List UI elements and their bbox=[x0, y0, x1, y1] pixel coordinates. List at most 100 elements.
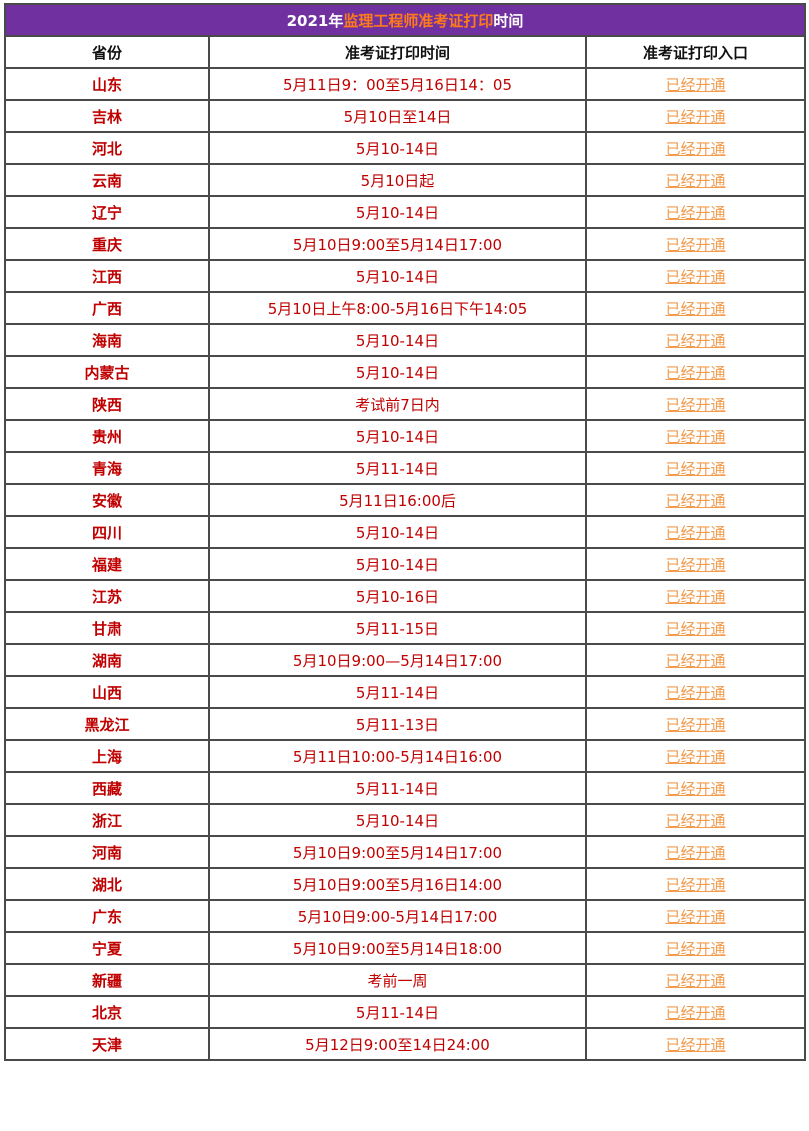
table-row: 甘肃 5月11-15日 已经开通 bbox=[4, 611, 806, 645]
table-row: 广西 5月10日上午8:00-5月16日下午14:05 已经开通 bbox=[4, 291, 806, 325]
table-row: 内蒙古 5月10-14日 已经开通 bbox=[4, 355, 806, 389]
print-time-cell: 5月10-14日 bbox=[208, 419, 587, 453]
province-cell: 陕西 bbox=[4, 387, 210, 421]
print-entry-link[interactable]: 已经开通 bbox=[665, 139, 726, 158]
province-cell: 西藏 bbox=[4, 771, 210, 805]
print-entry-link[interactable]: 已经开通 bbox=[665, 427, 726, 446]
print-entry-link[interactable]: 已经开通 bbox=[665, 907, 726, 926]
print-entry-link[interactable]: 已经开通 bbox=[665, 875, 726, 894]
print-entry-link[interactable]: 已经开通 bbox=[665, 171, 726, 190]
print-time-cell: 5月10-14日 bbox=[208, 259, 587, 293]
province-cell: 甘肃 bbox=[4, 611, 210, 645]
print-entry-link[interactable]: 已经开通 bbox=[665, 267, 726, 286]
province-cell: 吉林 bbox=[4, 99, 210, 133]
print-time-cell: 5月10日9:00—5月14日17:00 bbox=[208, 643, 587, 677]
province-cell: 安徽 bbox=[4, 483, 210, 517]
print-time-cell: 5月10-14日 bbox=[208, 803, 587, 837]
print-entry-link[interactable]: 已经开通 bbox=[665, 75, 726, 94]
province-cell: 北京 bbox=[4, 995, 210, 1029]
print-time-cell: 5月11日10:00-5月14日16:00 bbox=[208, 739, 587, 773]
province-cell: 云南 bbox=[4, 163, 210, 197]
table-row: 江苏 5月10-16日 已经开通 bbox=[4, 579, 806, 613]
entry-cell: 已经开通 bbox=[585, 835, 806, 869]
print-entry-link[interactable]: 已经开通 bbox=[665, 683, 726, 702]
table-row: 山东 5月11日9：00至5月16日14：05 已经开通 bbox=[4, 67, 806, 101]
table-row: 吉林 5月10日至14日 已经开通 bbox=[4, 99, 806, 133]
entry-cell: 已经开通 bbox=[585, 163, 806, 197]
province-cell: 广西 bbox=[4, 291, 210, 325]
entry-cell: 已经开通 bbox=[585, 707, 806, 741]
print-time-cell: 考试前7日内 bbox=[208, 387, 587, 421]
print-entry-link[interactable]: 已经开通 bbox=[665, 235, 726, 254]
print-time-cell: 5月10-14日 bbox=[208, 195, 587, 229]
province-cell: 河北 bbox=[4, 131, 210, 165]
province-cell: 江西 bbox=[4, 259, 210, 293]
print-entry-link[interactable]: 已经开通 bbox=[665, 203, 726, 222]
entry-cell: 已经开通 bbox=[585, 259, 806, 293]
province-cell: 山东 bbox=[4, 67, 210, 101]
print-entry-link[interactable]: 已经开通 bbox=[665, 747, 726, 766]
header-print-entry: 准考证打印入口 bbox=[585, 35, 806, 69]
print-entry-link[interactable]: 已经开通 bbox=[665, 331, 726, 350]
print-entry-link[interactable]: 已经开通 bbox=[665, 779, 726, 798]
print-entry-link[interactable]: 已经开通 bbox=[665, 363, 726, 382]
header-province: 省份 bbox=[4, 35, 210, 69]
table-row: 宁夏 5月10日9:00至5月14日18:00 已经开通 bbox=[4, 931, 806, 965]
province-cell: 河南 bbox=[4, 835, 210, 869]
table-row: 湖南 5月10日9:00—5月14日17:00 已经开通 bbox=[4, 643, 806, 677]
print-time-cell: 5月11-14日 bbox=[208, 451, 587, 485]
title-highlight: 监理工程师准考证打印 bbox=[343, 11, 494, 30]
province-cell: 四川 bbox=[4, 515, 210, 549]
print-entry-link[interactable]: 已经开通 bbox=[665, 459, 726, 478]
province-cell: 湖南 bbox=[4, 643, 210, 677]
province-cell: 浙江 bbox=[4, 803, 210, 837]
province-cell: 天津 bbox=[4, 1027, 210, 1061]
province-cell: 重庆 bbox=[4, 227, 210, 261]
entry-cell: 已经开通 bbox=[585, 419, 806, 453]
table-row: 云南 5月10日起 已经开通 bbox=[4, 163, 806, 197]
print-entry-link[interactable]: 已经开通 bbox=[665, 715, 726, 734]
province-cell: 宁夏 bbox=[4, 931, 210, 965]
province-cell: 福建 bbox=[4, 547, 210, 581]
print-entry-link[interactable]: 已经开通 bbox=[665, 491, 726, 510]
table-row: 贵州 5月10-14日 已经开通 bbox=[4, 419, 806, 453]
print-entry-link[interactable]: 已经开通 bbox=[665, 555, 726, 574]
province-cell: 海南 bbox=[4, 323, 210, 357]
print-entry-link[interactable]: 已经开通 bbox=[665, 651, 726, 670]
entry-cell: 已经开通 bbox=[585, 67, 806, 101]
entry-cell: 已经开通 bbox=[585, 323, 806, 357]
print-time-cell: 5月10-16日 bbox=[208, 579, 587, 613]
print-time-cell: 5月10日9:00-5月14日17:00 bbox=[208, 899, 587, 933]
print-time-cell: 5月11-13日 bbox=[208, 707, 587, 741]
print-time-cell: 5月10-14日 bbox=[208, 515, 587, 549]
table-row: 辽宁 5月10-14日 已经开通 bbox=[4, 195, 806, 229]
print-entry-link[interactable]: 已经开通 bbox=[665, 395, 726, 414]
print-time-cell: 5月10日9:00至5月14日17:00 bbox=[208, 227, 587, 261]
print-entry-link[interactable]: 已经开通 bbox=[665, 843, 726, 862]
print-entry-link[interactable]: 已经开通 bbox=[665, 971, 726, 990]
print-time-cell: 5月10日至14日 bbox=[208, 99, 587, 133]
table-row: 福建 5月10-14日 已经开通 bbox=[4, 547, 806, 581]
entry-cell: 已经开通 bbox=[585, 899, 806, 933]
entry-cell: 已经开通 bbox=[585, 963, 806, 997]
print-entry-link[interactable]: 已经开通 bbox=[665, 1035, 726, 1054]
admission-ticket-table: 2021年监理工程师准考证打印时间 省份 准考证打印时间 准考证打印入口 山东 … bbox=[4, 3, 806, 1061]
table-row: 北京 5月11-14日 已经开通 bbox=[4, 995, 806, 1029]
print-entry-link[interactable]: 已经开通 bbox=[665, 587, 726, 606]
table-title: 2021年监理工程师准考证打印时间 bbox=[4, 3, 806, 37]
table-row: 海南 5月10-14日 已经开通 bbox=[4, 323, 806, 357]
province-cell: 湖北 bbox=[4, 867, 210, 901]
entry-cell: 已经开通 bbox=[585, 483, 806, 517]
title-suffix: 时间 bbox=[493, 11, 524, 30]
print-entry-link[interactable]: 已经开通 bbox=[665, 811, 726, 830]
print-entry-link[interactable]: 已经开通 bbox=[665, 107, 726, 126]
print-entry-link[interactable]: 已经开通 bbox=[665, 619, 726, 638]
print-time-cell: 5月12日9:00至14日24:00 bbox=[208, 1027, 587, 1061]
print-entry-link[interactable]: 已经开通 bbox=[665, 939, 726, 958]
print-time-cell: 5月10-14日 bbox=[208, 355, 587, 389]
print-entry-link[interactable]: 已经开通 bbox=[665, 299, 726, 318]
print-entry-link[interactable]: 已经开通 bbox=[665, 523, 726, 542]
print-time-cell: 5月11-15日 bbox=[208, 611, 587, 645]
print-entry-link[interactable]: 已经开通 bbox=[665, 1003, 726, 1022]
province-cell: 青海 bbox=[4, 451, 210, 485]
